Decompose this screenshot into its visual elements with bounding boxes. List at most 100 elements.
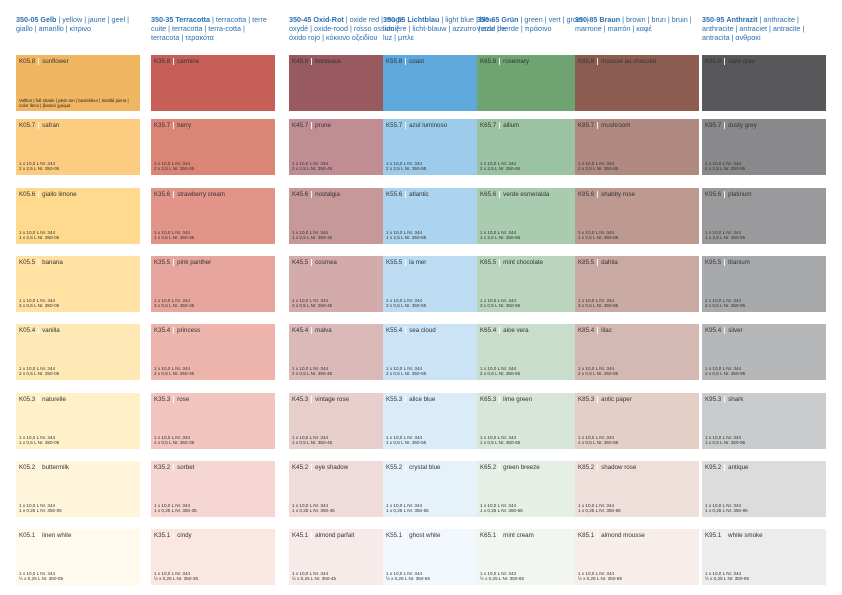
swatch-label: K35.6 strawberry cream [154,191,225,198]
swatch-name: antique [728,464,749,471]
color-swatch[interactable]: K05.5 banana 1 x 10,0 L Nr. 344 3 x 0,5 L N… [16,256,140,312]
swatch-label: K95.1 white smoke [705,532,763,539]
color-swatch[interactable]: K05.8 sunflower Vollton | full shade | ple… [16,55,140,111]
color-swatch[interactable]: K95.4 silver 1 x 10,0 L Nr. 344 2 x 0,5 L N… [702,324,826,380]
swatch-name: almond parfait [315,532,355,539]
swatch-code: K85.8 [578,58,599,65]
color-swatch[interactable]: K35.8 carmine [151,55,275,111]
color-swatch[interactable]: K05.3 naturelle 1 x 10,0 L Nr. 344 1 x 0,5 … [16,393,140,449]
swatch-sizes: 1 x 10,0 L Nr. 344 1 x 0,25 L Nr. 350-35 [154,503,197,514]
swatch-size-tint: ½ x 0,25 L Nr. 350-85 [578,576,623,582]
color-swatch[interactable]: K35.5 pink panther 1 x 10,0 L Nr. 344 3 x 0… [151,256,275,312]
swatch-size-tint: 1 x 2,5 L Nr. 350-45 [292,235,333,241]
swatch-name: nostalgia [315,191,340,198]
column-header-translations: | green | vert | groen | verde | verde |… [477,15,589,33]
swatch-name: malva [315,327,332,334]
color-swatch[interactable]: K05.1 linen white 1 x 10,0 L Nr. 344 ½ x 0,… [16,529,140,585]
color-swatch[interactable]: K95.1 white smoke 1 x 10,0 L Nr. 344 ½ x 0,… [702,529,826,585]
color-swatch[interactable]: K95.2 antique 1 x 10,0 L Nr. 344 1 x 0,25 L… [702,461,826,517]
swatch-code: K55.6 [386,191,407,198]
swatch-name: green breeze [503,464,540,471]
swatch-label: K45.1 almond parfait [292,532,354,539]
swatch-sizes: 1 x 10,0 L Nr. 344 1 x 2,5 L Nr. 350-95 [705,230,745,241]
color-swatch[interactable]: K85.8 mousse au chocolat [575,55,699,111]
swatch-sizes: 1 x 10,0 L Nr. 344 2 x 0,5 L Nr. 350-65 [480,366,520,377]
swatch-label: K55.3 alice blue [386,396,435,403]
swatch-name: titanium [728,259,750,266]
color-swatch[interactable]: K95.3 shark 1 x 10,0 L Nr. 344 1 x 0,5 L Nr… [702,393,826,449]
swatch-name: naturelle [42,396,66,403]
color-swatch[interactable]: K35.6 strawberry cream 1 x 10,0 L Nr. 344 1… [151,188,275,244]
swatch-sizes: 1 x 10,0 L Nr. 344 1 x 0,25 L Nr. 350-95 [705,503,748,514]
swatch-code: K65.5 [480,259,501,266]
color-swatch[interactable]: K85.4 lilac 1 x 10,0 L Nr. 344 2 x 0,5 L Nr… [575,324,699,380]
color-swatch[interactable]: K95.5 titanium 1 x 10,0 L Nr. 344 3 x 0,5 L… [702,256,826,312]
color-swatch[interactable]: K35.4 princess 1 x 10,0 L Nr. 344 2 x 0,5 L… [151,324,275,380]
color-swatch[interactable]: K85.5 dahlia 1 x 10,0 L Nr. 344 3 x 0,5 L N… [575,256,699,312]
swatch-code: K05.8 [19,58,40,65]
color-swatch[interactable]: K05.7 safran 1 x 10,0 L Nr. 344 2 x 2,5 L N… [16,119,140,175]
column-header-name: Braun [599,15,621,24]
color-swatch[interactable]: K05.6 giallo limone 1 x 10,0 L Nr. 344 1 x … [16,188,140,244]
color-swatch[interactable]: K35.3 rose 1 x 10,0 L Nr. 344 1 x 0,5 L Nr.… [151,393,275,449]
swatch-sizes: 1 x 10,0 L Nr. 344 ½ x 0,25 L Nr. 350-85 [578,571,622,582]
column-header-translations: | yellow | jaune | geel | giallo | amari… [16,15,129,33]
swatch-sizes: 1 x 10,0 L Nr. 344 2 x 2,5 L Nr. 350-45 [292,161,332,172]
swatch-code: K05.2 [19,464,40,471]
color-swatch[interactable]: K05.2 buttermilk 1 x 10,0 L Nr. 344 1 x 0,2… [16,461,140,517]
swatch-label: K85.7 mushroom [578,122,630,129]
color-swatch[interactable]: K35.1 cindy 1 x 10,0 L Nr. 344 ½ x 0,25 L N… [151,529,275,585]
swatch-label: K65.1 mint cream [480,532,534,539]
swatch-name: slate grey [728,58,755,65]
swatch-sizes: 1 x 10,0 L Nr. 344 1 x 0,5 L Nr. 350-45 [292,435,332,446]
swatch-label: K65.7 allium [480,122,519,129]
swatch-sizes: 1 x 10,0 L Nr. 344 2 x 0,5 L Nr. 350-55 [386,366,426,377]
color-swatch[interactable]: K35.7 berry 1 x 10,0 L Nr. 344 2 x 2,5 L Nr… [151,119,275,175]
swatch-code: K95.5 [705,259,726,266]
color-swatch[interactable]: K35.2 sorbet 1 x 10,0 L Nr. 344 1 x 0,25 L … [151,461,275,517]
swatch-code: K05.3 [19,396,40,403]
swatch-label: K65.3 lime green [480,396,532,403]
swatch-label: K65.4 aloe vera [480,327,529,334]
swatch-size-tint: 2 x 0,5 L Nr. 350-45 [292,371,333,377]
color-swatch[interactable]: K95.7 dusty grey 1 x 10,0 L Nr. 344 2 x 2,5… [702,119,826,175]
swatch-code: K35.5 [154,259,175,266]
color-swatch[interactable]: K05.4 vanilla 1 x 10,0 L Nr. 344 2 x 0,5 L … [16,324,140,380]
swatch-size-base: 1 x 10,0 L Nr. 344 [292,229,329,235]
swatch-sizes: 1 x 10,0 L Nr. 344 3 x 0,5 L Nr. 350-95 [705,298,745,309]
color-swatch[interactable]: K85.6 shabby rose 1 x 10,0 L Nr. 344 1 x 2,… [575,188,699,244]
swatch-name: banana [42,259,63,266]
swatch-size-tint: 1 x 2,5 L Nr. 350-05 [19,235,60,241]
column-header-title: 350-35 [151,15,174,24]
swatch-name: sorbet [177,464,195,471]
swatch-size-base: 1 x 10,0 L Nr. 344 [386,365,423,371]
color-swatch[interactable]: K95.8 slate grey [702,55,826,111]
swatch-name: sea cloud [409,327,436,334]
swatch-size-tint: 1 x 0,5 L Nr. 350-65 [480,440,521,446]
color-swatch[interactable]: K85.2 shadow rose 1 x 10,0 L Nr. 344 1 x 0,… [575,461,699,517]
color-swatch[interactable]: K85.7 mushroom 1 x 10,0 L Nr. 344 2 x 2,5 L… [575,119,699,175]
column-header: 350-05 Gelb | yellow | jaune | geel | gi… [16,15,140,34]
swatch-size-tint: 1 x 0,5 L Nr. 350-05 [19,440,60,446]
swatch-label: K85.5 dahlia [578,259,618,266]
swatch-sizes: 1 x 10,0 L Nr. 344 1 x 2,5 L Nr. 350-35 [154,230,194,241]
swatch-label: K55.1 ghost white [386,532,440,539]
swatch-name: silver [728,327,743,334]
swatch-name: mint cream [503,532,534,539]
swatch-name: buttermilk [42,464,69,471]
color-swatch[interactable]: K95.6 platinum 1 x 10,0 L Nr. 344 1 x 2,5 L… [702,188,826,244]
swatch-sizes: 1 x 10,0 L Nr. 344 2 x 2,5 L Nr. 350-85 [578,161,618,172]
column-header-title: 350-45 [289,15,312,24]
color-swatch[interactable]: K85.3 antic paper 1 x 10,0 L Nr. 344 1 x 0,… [575,393,699,449]
column-header-name: Grün [501,15,519,24]
swatch-code: K05.6 [19,191,40,198]
swatch-code: K95.1 [705,532,726,539]
swatch-code: K65.7 [480,122,501,129]
swatch-sizes: 1 x 10,0 L Nr. 344 1 x 0,25 L Nr. 350-85 [578,503,621,514]
swatch-code: K55.7 [386,122,407,129]
color-swatch[interactable]: K85.1 almond mousse 1 x 10,0 L Nr. 344 ½ x … [575,529,699,585]
swatch-code: K35.4 [154,327,175,334]
swatch-size-base: 1 x 10,0 L Nr. 344 [154,297,191,303]
swatch-label: K35.4 princess [154,327,200,334]
column-header-name: Lichtblau [407,15,440,24]
